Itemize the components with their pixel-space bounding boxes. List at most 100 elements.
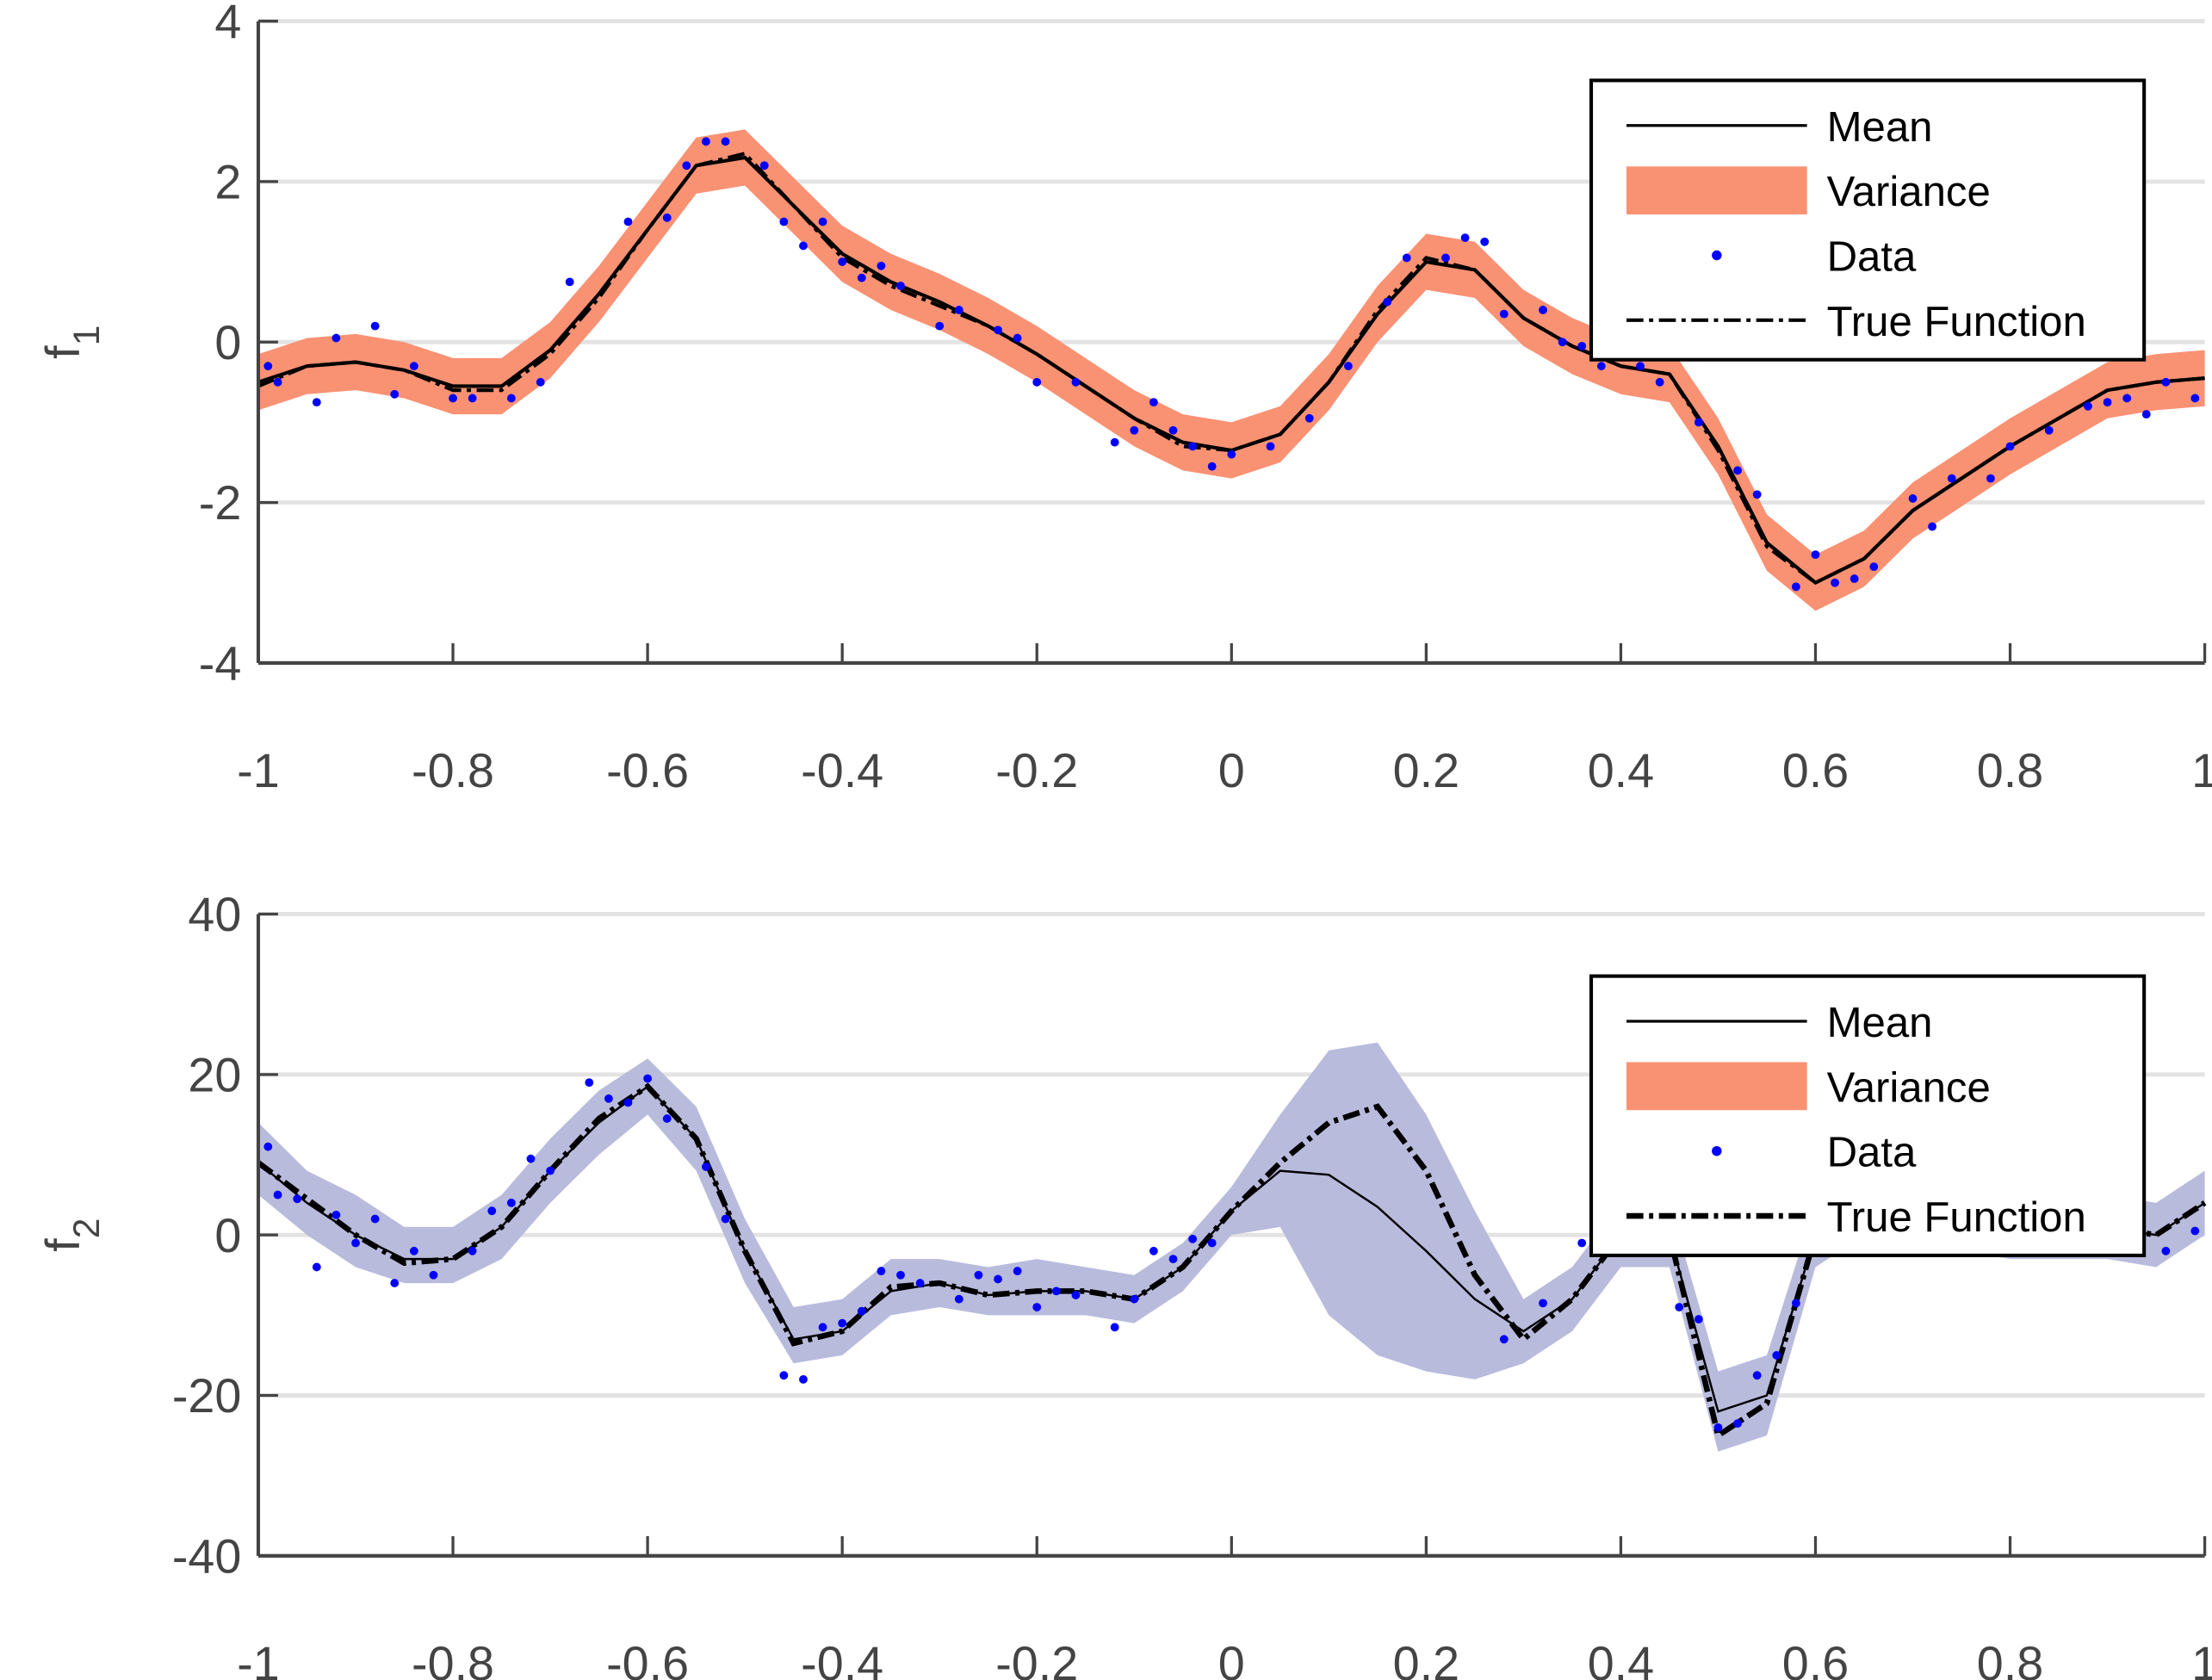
data-point — [974, 1270, 983, 1280]
data-point — [838, 257, 847, 266]
data-point — [1499, 309, 1509, 319]
x-tick-label: 0.6 — [1782, 744, 1849, 797]
x-tick-label: 0.2 — [1393, 1637, 1459, 1680]
x-tick-label: 0.8 — [1977, 1637, 2043, 1680]
data-point — [1149, 1246, 1158, 1255]
data-point — [877, 1267, 886, 1276]
x-tick-label: -1 — [237, 1637, 280, 1680]
panel: -4-2024-1-0.8-0.6-0.4-0.200.20.40.60.81f… — [36, 0, 2212, 797]
x-tick-label: -0.6 — [606, 744, 689, 797]
data-point — [1869, 562, 1879, 572]
y-tick-label: 20 — [188, 1048, 241, 1101]
data-point — [263, 362, 273, 371]
data-point — [1149, 398, 1158, 407]
y-axis-label: f2 — [36, 1218, 108, 1252]
data-point — [2103, 398, 2112, 407]
data-point — [662, 213, 672, 222]
data-point — [1266, 442, 1275, 451]
x-tick-label: -0.8 — [412, 1637, 494, 1680]
data-point — [1675, 1303, 1684, 1311]
data-point — [2141, 410, 2151, 419]
data-point — [1752, 490, 1762, 499]
legend-swatch — [1712, 250, 1722, 261]
data-point — [1168, 425, 1178, 435]
y-tick-label: 4 — [214, 0, 241, 48]
data-point — [1539, 1299, 1547, 1308]
plot-area — [257, 129, 2205, 611]
data-point — [1032, 1303, 1042, 1311]
data-point — [526, 1154, 536, 1163]
data-point — [293, 1194, 302, 1204]
data-point — [468, 394, 477, 403]
x-tick-label: -0.2 — [995, 744, 1078, 797]
data-point — [818, 217, 827, 226]
data-point — [1071, 377, 1081, 387]
data-point — [1558, 338, 1567, 347]
data-point — [273, 377, 282, 387]
data-point — [994, 325, 1002, 335]
data-point — [2044, 425, 2054, 435]
data-point — [1188, 1234, 1197, 1243]
data-point — [1441, 253, 1450, 263]
y-tick-label: -40 — [172, 1530, 241, 1584]
data-point — [2161, 1246, 2171, 1255]
x-tick-label: -0.4 — [801, 1637, 883, 1680]
y-tick-label: 0 — [214, 316, 241, 369]
data-point — [799, 241, 808, 251]
legend-label: Variance — [1827, 1064, 1991, 1111]
y-tick-label: -20 — [172, 1369, 241, 1423]
data-point — [1752, 1371, 1762, 1380]
data-point — [263, 1142, 273, 1151]
data-point — [370, 321, 380, 331]
data-point — [506, 1198, 516, 1207]
data-point — [506, 394, 516, 403]
data-point — [779, 1371, 789, 1380]
data-point — [1928, 522, 1937, 531]
data-point — [1733, 466, 1742, 475]
data-point — [857, 1306, 866, 1316]
y-axis-label: f1 — [36, 325, 108, 359]
data-point — [390, 389, 400, 399]
data-point — [896, 1270, 905, 1280]
data-point — [1071, 1291, 1081, 1299]
x-tick-label: 0.6 — [1782, 1637, 1849, 1680]
data-point — [623, 217, 633, 226]
data-point — [877, 261, 886, 270]
data-point — [1110, 437, 1119, 447]
legend-label: Data — [1827, 1130, 1917, 1176]
data-point — [468, 1246, 477, 1255]
data-point — [1130, 1294, 1139, 1304]
data-point — [2084, 401, 2092, 411]
data-point — [1032, 377, 1042, 387]
data-point — [1655, 377, 1664, 387]
legend-swatch — [1626, 166, 1807, 214]
data-point — [623, 1098, 633, 1107]
data-point — [1051, 1286, 1061, 1296]
data-point — [838, 1318, 847, 1328]
data-point — [1383, 297, 1392, 307]
data-point — [2005, 442, 2015, 451]
data-point — [1596, 362, 1606, 371]
data-point — [1130, 425, 1139, 435]
x-tick-label: 0.4 — [1588, 744, 1654, 797]
data-point — [1733, 1419, 1742, 1429]
data-point — [487, 1206, 497, 1216]
panel: -40 -20 0 20 40 -1 -0.8 -0.6 -0.4 -0.2 0 0.2 0.4 0.6 0… — [36, 888, 2212, 1680]
y-tick-label: -2 — [199, 476, 242, 530]
data-point — [273, 1190, 282, 1200]
data-point — [1402, 253, 1411, 263]
x-tick-label: 0 — [1218, 1637, 1245, 1680]
y-tick-label: -4 — [199, 637, 242, 691]
data-point — [1694, 1315, 1703, 1324]
data-point — [1791, 1299, 1800, 1308]
data-point — [2161, 377, 2171, 387]
data-point — [857, 273, 866, 282]
data-point — [1850, 574, 1859, 584]
x-tick-label: -0.4 — [801, 744, 883, 797]
data-point — [351, 1238, 360, 1248]
legend-label: True Function — [1827, 299, 2086, 345]
data-point — [1694, 418, 1703, 427]
x-tick-label: -1 — [237, 744, 280, 797]
x-tick-label: -0.2 — [995, 1637, 1078, 1680]
x-tick-label: 0.8 — [1977, 744, 2043, 797]
